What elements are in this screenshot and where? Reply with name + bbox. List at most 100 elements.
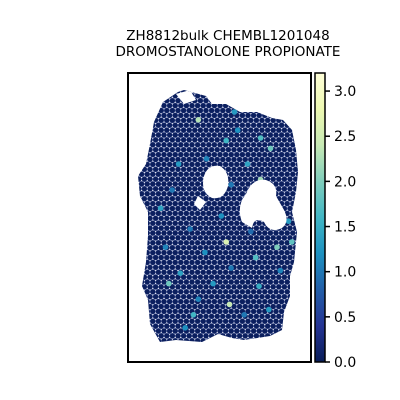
spot xyxy=(261,259,268,266)
spot xyxy=(166,132,173,138)
spot xyxy=(217,259,223,266)
spot xyxy=(177,318,184,325)
spot xyxy=(163,117,170,124)
spot xyxy=(155,230,162,236)
spot xyxy=(161,181,167,187)
spot xyxy=(197,166,204,173)
spot-highlight xyxy=(241,312,247,318)
spot xyxy=(203,137,209,143)
spot xyxy=(273,181,279,187)
spot xyxy=(219,117,226,124)
spot xyxy=(287,244,293,251)
spot xyxy=(163,323,170,329)
spot xyxy=(203,254,209,261)
spot xyxy=(149,171,156,177)
spot xyxy=(253,166,260,173)
spot xyxy=(172,308,178,315)
spot xyxy=(163,127,170,133)
spot xyxy=(194,279,201,285)
spot xyxy=(186,274,192,280)
spot xyxy=(256,161,263,168)
spot xyxy=(273,230,279,236)
spot xyxy=(217,328,223,334)
spot xyxy=(256,259,263,266)
spot xyxy=(189,239,195,246)
spot xyxy=(189,298,195,305)
spot xyxy=(177,220,184,226)
spot xyxy=(233,259,240,266)
spot xyxy=(236,146,243,153)
spot xyxy=(278,171,285,177)
spot xyxy=(256,288,263,295)
spot xyxy=(166,141,173,148)
spot xyxy=(177,249,184,256)
spot xyxy=(259,313,265,320)
spot xyxy=(278,190,285,197)
spot xyxy=(208,313,215,320)
spot xyxy=(259,293,265,300)
spot xyxy=(247,156,254,163)
spot xyxy=(163,274,170,280)
spot xyxy=(197,107,204,114)
spot xyxy=(278,259,285,266)
spot xyxy=(208,117,215,124)
spot xyxy=(214,244,220,251)
spot xyxy=(141,195,148,202)
spot xyxy=(155,249,162,256)
spot xyxy=(152,186,159,192)
spot xyxy=(200,210,206,217)
spot xyxy=(175,254,181,261)
spot xyxy=(287,254,293,261)
spot-highlight xyxy=(195,296,202,303)
spot xyxy=(231,137,237,143)
spot xyxy=(239,122,246,128)
spot xyxy=(264,117,271,124)
spot xyxy=(295,171,298,177)
spot xyxy=(233,279,240,285)
spot xyxy=(284,132,291,138)
spot xyxy=(287,205,293,212)
spot xyxy=(247,313,254,320)
spot xyxy=(214,127,220,133)
spot xyxy=(183,298,190,305)
spot xyxy=(172,259,178,266)
spot xyxy=(281,195,288,202)
spot xyxy=(236,323,243,329)
spot xyxy=(180,293,187,300)
spot xyxy=(273,249,279,256)
spot xyxy=(180,313,187,320)
spot xyxy=(200,102,206,109)
spot xyxy=(186,186,192,192)
spot xyxy=(231,117,237,124)
spot xyxy=(228,288,234,295)
spot xyxy=(261,318,268,325)
spot-highlight xyxy=(228,265,234,271)
spot xyxy=(149,298,156,305)
spot xyxy=(200,288,206,295)
spot xyxy=(259,156,265,163)
spot xyxy=(169,313,176,320)
spot xyxy=(219,313,226,320)
spot xyxy=(287,195,293,202)
spot xyxy=(239,259,246,266)
spot xyxy=(186,195,192,202)
spot xyxy=(270,274,277,280)
spot xyxy=(166,239,173,246)
spot xyxy=(247,117,254,124)
spot xyxy=(284,200,291,207)
spot xyxy=(284,181,291,187)
spot xyxy=(166,308,173,315)
spot xyxy=(163,137,170,143)
spot xyxy=(172,230,178,236)
spot xyxy=(222,161,229,168)
spot xyxy=(183,112,190,119)
spot xyxy=(231,293,237,300)
spot xyxy=(281,264,288,271)
spot xyxy=(247,333,254,339)
spot xyxy=(211,112,218,119)
spot xyxy=(247,166,254,173)
spot xyxy=(219,323,226,329)
spot xyxy=(186,254,192,261)
spot xyxy=(203,205,209,212)
spot xyxy=(273,141,279,148)
